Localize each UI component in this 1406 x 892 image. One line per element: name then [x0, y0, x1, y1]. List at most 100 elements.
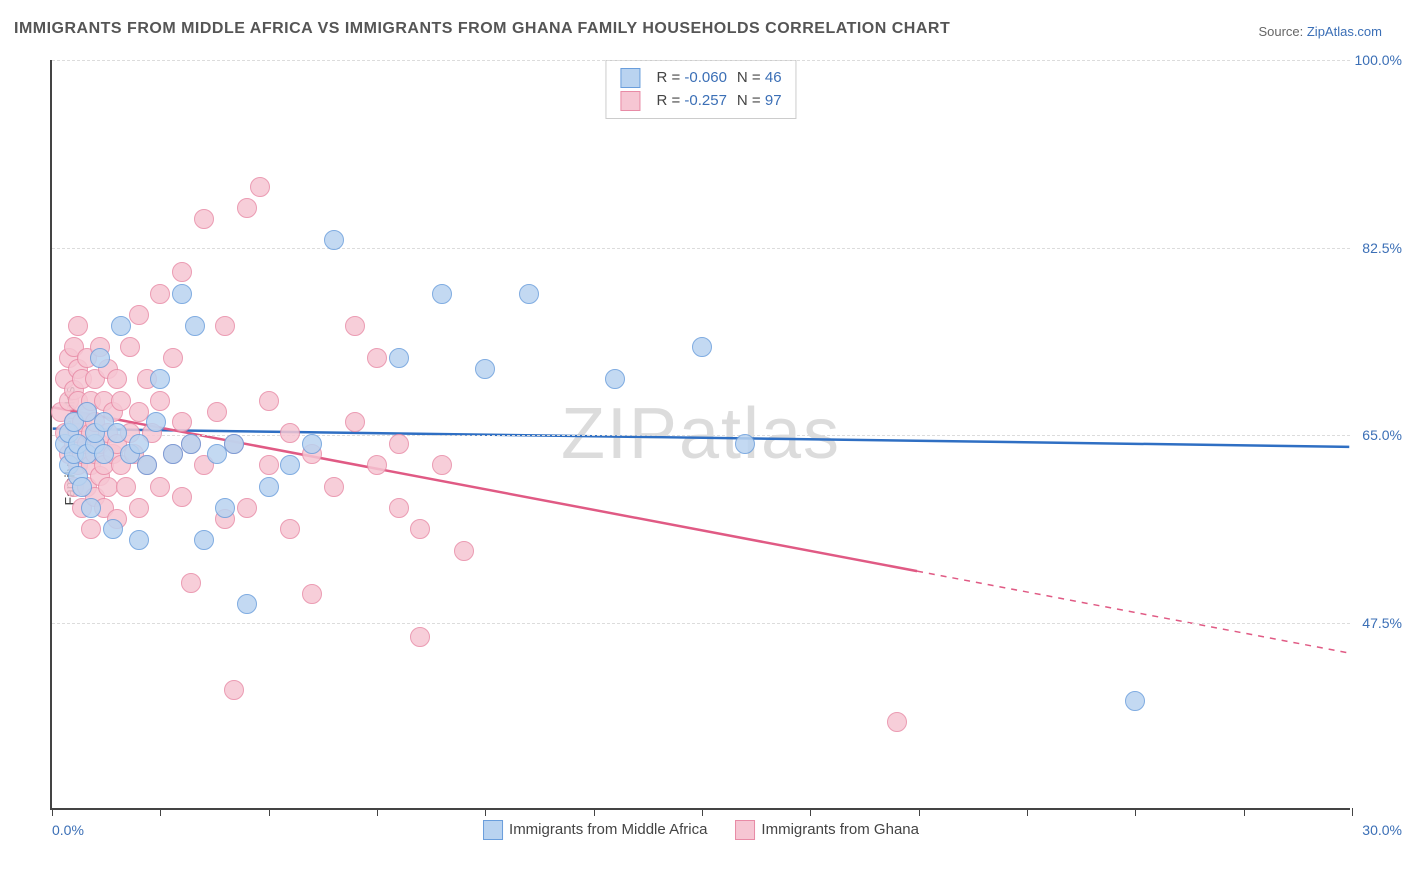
data-point: [150, 477, 170, 497]
data-point: [345, 316, 365, 336]
data-point: [1125, 691, 1145, 711]
data-point: [389, 348, 409, 368]
data-point: [345, 412, 365, 432]
source-link[interactable]: ZipAtlas.com: [1307, 24, 1382, 39]
data-point: [194, 530, 214, 550]
x-tick: [1244, 808, 1245, 816]
x-tick: [594, 808, 595, 816]
y-tick-label: 82.5%: [1362, 240, 1402, 256]
data-point: [172, 284, 192, 304]
x-tick: [1027, 808, 1028, 816]
data-point: [324, 230, 344, 250]
data-point: [367, 455, 387, 475]
data-point: [129, 530, 149, 550]
data-point: [90, 348, 110, 368]
data-point: [237, 594, 257, 614]
data-point: [181, 434, 201, 454]
x-axis-min-label: 0.0%: [52, 822, 84, 838]
data-point: [150, 284, 170, 304]
data-point: [259, 477, 279, 497]
data-point: [94, 444, 114, 464]
data-point: [280, 519, 300, 539]
x-tick: [1352, 808, 1353, 816]
data-point: [250, 177, 270, 197]
gridline: [52, 248, 1350, 249]
legend-swatch: [620, 91, 640, 111]
legend-item: Immigrants from Ghana: [735, 820, 919, 840]
data-point: [107, 423, 127, 443]
legend-item: Immigrants from Middle Africa: [483, 820, 707, 840]
data-point: [81, 498, 101, 518]
data-point: [146, 412, 166, 432]
data-point: [302, 584, 322, 604]
data-point: [215, 316, 235, 336]
data-point: [692, 337, 712, 357]
x-tick: [810, 808, 811, 816]
data-point: [475, 359, 495, 379]
gridline: [52, 623, 1350, 624]
source-credit: Source: ZipAtlas.com: [1258, 24, 1382, 39]
data-point: [120, 337, 140, 357]
data-point: [185, 316, 205, 336]
data-point: [207, 402, 227, 422]
data-point: [519, 284, 539, 304]
data-point: [163, 348, 183, 368]
data-point: [237, 198, 257, 218]
data-point: [150, 369, 170, 389]
data-point: [367, 348, 387, 368]
data-point: [237, 498, 257, 518]
data-point: [129, 305, 149, 325]
data-point: [410, 519, 430, 539]
data-point: [129, 434, 149, 454]
data-point: [432, 284, 452, 304]
watermark: ZIPatlas: [561, 393, 841, 475]
legend-row: R = -0.257N = 97: [620, 90, 781, 113]
data-point: [172, 412, 192, 432]
data-point: [259, 391, 279, 411]
data-point: [605, 369, 625, 389]
data-point: [280, 423, 300, 443]
y-tick-label: 65.0%: [1362, 427, 1402, 443]
x-axis-max-label: 30.0%: [1362, 822, 1402, 838]
x-tick: [269, 808, 270, 816]
data-point: [150, 391, 170, 411]
data-point: [116, 477, 136, 497]
data-point: [137, 455, 157, 475]
data-point: [172, 262, 192, 282]
y-tick-label: 47.5%: [1362, 615, 1402, 631]
data-point: [224, 434, 244, 454]
data-point: [735, 434, 755, 454]
gridline: [52, 60, 1350, 61]
data-point: [172, 487, 192, 507]
data-point: [215, 498, 235, 518]
x-tick: [485, 808, 486, 816]
data-point: [280, 455, 300, 475]
legend-swatch: [620, 68, 640, 88]
data-point: [107, 369, 127, 389]
data-point: [68, 316, 88, 336]
x-tick: [919, 808, 920, 816]
legend-row: R = -0.060N = 46: [620, 67, 781, 90]
scatter-plot: ZIPatlas R = -0.060N = 46R = -0.257N = 9…: [50, 60, 1350, 810]
data-point: [324, 477, 344, 497]
correlation-legend: R = -0.060N = 46R = -0.257N = 97: [605, 60, 796, 119]
legend-swatch: [483, 820, 503, 840]
data-point: [432, 455, 452, 475]
data-point: [111, 316, 131, 336]
x-tick: [1135, 808, 1136, 816]
data-point: [454, 541, 474, 561]
data-point: [194, 209, 214, 229]
gridline: [52, 435, 1350, 436]
legend-swatch: [735, 820, 755, 840]
bottom-legend: Immigrants from Middle Africa Immigrants …: [483, 820, 919, 840]
chart-title: IMMIGRANTS FROM MIDDLE AFRICA VS IMMIGRA…: [14, 20, 950, 38]
regression-lines: [52, 60, 1350, 808]
x-tick: [702, 808, 703, 816]
data-point: [259, 455, 279, 475]
data-point: [81, 519, 101, 539]
x-tick: [377, 808, 378, 816]
data-point: [163, 444, 183, 464]
data-point: [302, 434, 322, 454]
data-point: [389, 434, 409, 454]
data-point: [224, 680, 244, 700]
